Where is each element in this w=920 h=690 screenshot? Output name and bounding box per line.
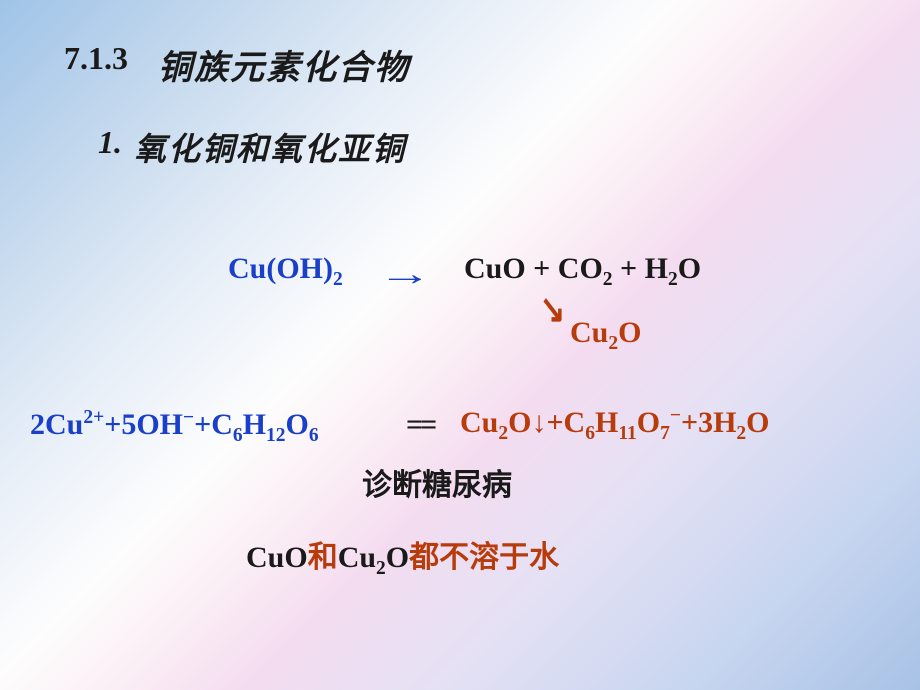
subsection-number: 1. (98, 124, 122, 161)
subsection-title: 氧化铜和氧化亚铜 (134, 124, 406, 170)
equals-sign: == (406, 408, 434, 442)
equation1-product: CuO + CO2 + H2O (464, 252, 701, 286)
down-arrow-icon: ↘ (540, 287, 565, 333)
note-formula1: CuO (246, 541, 308, 574)
section-number: 7.1.3 (64, 40, 128, 77)
equation2-reactants: 2Cu2++5OH−+C6H12O6 (30, 408, 319, 442)
note-text-and: 和 (308, 541, 338, 574)
note-formula2: Cu2O (338, 541, 409, 574)
arrow-icon: → (378, 256, 432, 294)
equation1-reactant: Cu(OH)2 (228, 252, 343, 286)
equation1-secondary-product: Cu2O (570, 316, 641, 350)
note-text-rest: 都不溶于水 (409, 541, 559, 574)
solubility-note: CuO和Cu2O都不溶于水 (246, 532, 559, 576)
equation2-products: Cu2O↓+C6H11O7−+3H2O (460, 406, 770, 440)
section-title: 铜族元素化合物 (158, 40, 410, 89)
equation2-caption: 诊断糖尿病 (362, 460, 512, 504)
